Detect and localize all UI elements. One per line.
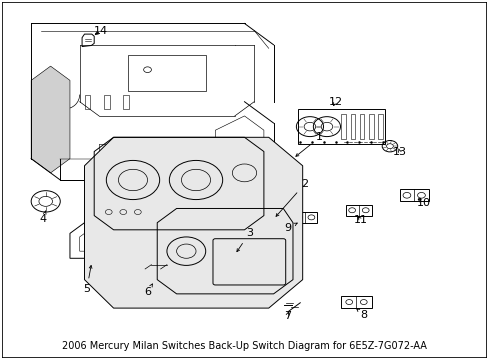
- Polygon shape: [84, 137, 302, 308]
- Text: 11: 11: [353, 215, 367, 225]
- Text: 8: 8: [356, 309, 367, 320]
- Text: 12: 12: [328, 97, 342, 107]
- Bar: [297, 109, 385, 144]
- Bar: [103, 95, 109, 109]
- Text: 2006 Mercury Milan Switches Back-Up Switch Diagram for 6E5Z-7G072-AA: 2006 Mercury Milan Switches Back-Up Swit…: [62, 341, 426, 351]
- Bar: [84, 95, 90, 109]
- Text: 1: 1: [295, 132, 323, 156]
- Bar: [111, 148, 120, 169]
- Bar: [359, 114, 364, 139]
- Bar: [292, 212, 317, 223]
- Bar: [368, 114, 373, 139]
- Bar: [128, 55, 205, 91]
- Bar: [346, 205, 371, 216]
- Bar: [150, 148, 159, 169]
- Bar: [169, 148, 178, 169]
- Text: 2: 2: [276, 179, 308, 216]
- Bar: [341, 296, 371, 308]
- Text: 4: 4: [40, 211, 47, 224]
- Text: 13: 13: [392, 147, 406, 157]
- Text: 10: 10: [416, 198, 430, 208]
- Bar: [145, 269, 160, 283]
- Bar: [188, 148, 197, 169]
- Text: 9: 9: [284, 223, 297, 233]
- Bar: [147, 271, 158, 282]
- Text: 5: 5: [83, 265, 92, 293]
- Bar: [350, 114, 355, 139]
- Bar: [377, 114, 382, 139]
- Bar: [399, 189, 428, 201]
- Text: 14: 14: [94, 26, 108, 36]
- Bar: [341, 114, 346, 139]
- Text: 6: 6: [144, 284, 152, 297]
- Polygon shape: [31, 66, 70, 173]
- Bar: [123, 95, 129, 109]
- Text: 3: 3: [236, 228, 252, 252]
- Text: 7: 7: [283, 311, 290, 321]
- Bar: [130, 148, 139, 169]
